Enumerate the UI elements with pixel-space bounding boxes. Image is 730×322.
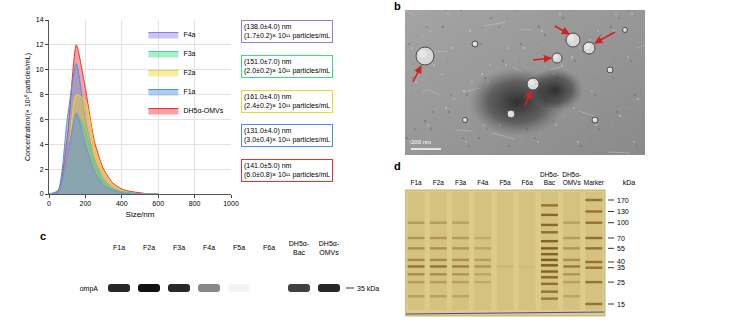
svg-text:400: 400	[116, 200, 128, 207]
html-text:c: c	[40, 230, 47, 242]
svg-text:(141.0±5.0) nm(6.0±0.8)× 10¹¹: (141.0±5.0) nm(6.0±0.8)× 10¹¹ particles/…	[244, 162, 330, 179]
svg-text:130: 130	[617, 208, 629, 215]
svg-text:12: 12	[36, 41, 44, 48]
svg-text:35 kDa: 35 kDa	[357, 285, 379, 292]
svg-text:35: 35	[617, 264, 625, 271]
svg-text:170: 170	[617, 197, 629, 204]
svg-text:1000: 1000	[223, 200, 239, 207]
svg-text:DH5α-: DH5α-	[319, 240, 340, 247]
svg-text:Bac: Bac	[544, 179, 556, 186]
svg-text:4: 4	[40, 141, 44, 148]
svg-text:55: 55	[617, 245, 625, 252]
svg-text:F1a: F1a	[411, 179, 423, 186]
svg-text:0: 0	[47, 200, 51, 207]
svg-text:10: 10	[36, 66, 44, 73]
svg-text:F3a: F3a	[173, 244, 185, 251]
svg-text:40: 40	[617, 258, 625, 266]
svg-text:100: 100	[617, 219, 629, 226]
svg-text:F4a: F4a	[203, 244, 215, 251]
svg-text:Bac: Bac	[293, 249, 306, 256]
svg-text:F1a: F1a	[183, 88, 195, 95]
svg-text:800: 800	[189, 200, 201, 207]
svg-text:(161.0±4.0) nm(2.4±0.2)× 10¹¹: (161.0±4.0) nm(2.4±0.2)× 10¹¹ particles/…	[244, 93, 330, 110]
svg-text:2: 2	[40, 166, 44, 173]
svg-text:F2a: F2a	[183, 69, 195, 76]
svg-text:F2a: F2a	[143, 244, 155, 251]
svg-text:200: 200	[80, 200, 92, 207]
html-text:d: d	[394, 160, 401, 172]
svg-text:OMVs: OMVs	[563, 179, 582, 186]
svg-text:15: 15	[617, 301, 625, 308]
svg-text:200 nm: 200 nm	[411, 139, 431, 145]
svg-text:Size/nm: Size/nm	[126, 210, 155, 219]
svg-text:F3a: F3a	[183, 50, 195, 57]
svg-text:70: 70	[617, 235, 625, 242]
svg-text:F1a: F1a	[113, 244, 125, 251]
svg-text:14: 14	[36, 16, 44, 23]
svg-text:F6a: F6a	[522, 179, 534, 186]
svg-text:F2a: F2a	[433, 179, 445, 186]
svg-text:Marker: Marker	[584, 179, 605, 186]
svg-text:DH5α-: DH5α-	[540, 171, 559, 178]
html-text:b: b	[394, 0, 401, 12]
svg-text:F6a: F6a	[263, 244, 275, 251]
html-text:a: a	[6, 0, 13, 12]
svg-text:F3a: F3a	[455, 179, 467, 186]
svg-text:DH5α-: DH5α-	[562, 171, 581, 178]
svg-text:600: 600	[152, 200, 164, 207]
svg-text:Concentration/(× 10¹⁰ particle: Concentration/(× 10¹⁰ particles/mL)	[24, 53, 32, 161]
svg-text:(151.0±7.0) nm(2.0±0.2)× 10¹¹: (151.0±7.0) nm(2.0±0.2)× 10¹¹ particles/…	[244, 58, 330, 75]
svg-text:F5a: F5a	[499, 179, 511, 186]
svg-text:DH5α-: DH5α-	[289, 240, 310, 247]
svg-text:F5a: F5a	[233, 244, 245, 251]
svg-text:6: 6	[40, 116, 44, 123]
svg-text:0: 0	[40, 190, 44, 197]
svg-text:25: 25	[617, 279, 625, 286]
svg-text:DH5α-OMVs: DH5α-OMVs	[183, 107, 223, 114]
svg-text:F4a: F4a	[477, 179, 489, 186]
svg-text:kDa: kDa	[623, 179, 636, 186]
svg-text:F4a: F4a	[183, 31, 195, 38]
svg-text:8: 8	[40, 91, 44, 98]
svg-text:ompA: ompA	[80, 285, 99, 293]
svg-text:OMVs: OMVs	[319, 249, 339, 256]
svg-text:(131.0±4.0) nm(3.0±0.4)× 10¹¹: (131.0±4.0) nm(3.0±0.4)× 10¹¹ particles/…	[244, 127, 330, 144]
svg-text:(138.0±4.0) nm(1.7±0.2)× 10¹¹: (138.0±4.0) nm(1.7±0.2)× 10¹¹ particles/…	[244, 23, 330, 40]
